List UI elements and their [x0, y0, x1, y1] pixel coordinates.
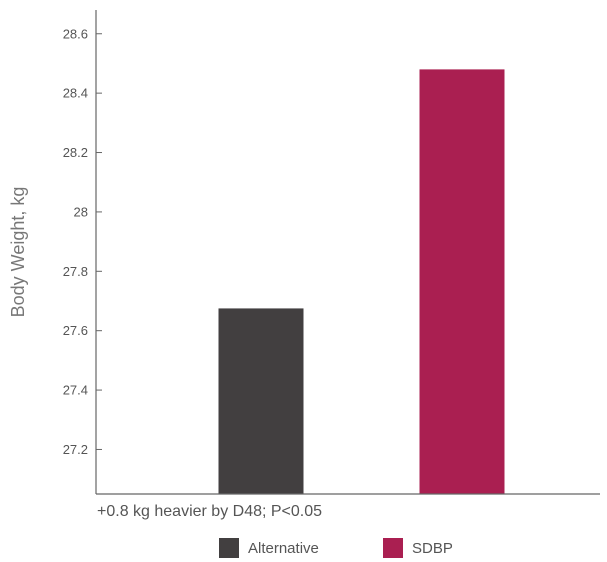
y-tick-label: 28.2	[63, 145, 88, 160]
y-tick-label: 27.4	[63, 383, 88, 398]
chart-annotation: +0.8 kg heavier by D48; P<0.05	[97, 503, 323, 520]
y-axis-title-group: Body Weight, kg	[8, 187, 28, 318]
y-tick-label: 28.4	[63, 86, 88, 101]
y-tick-label: 27.8	[63, 264, 88, 279]
y-tick-label: 27.6	[63, 323, 88, 338]
bars	[218, 69, 505, 494]
y-tick-label: 28	[74, 204, 88, 219]
y-tick-label: 27.2	[63, 442, 88, 457]
legend-item-alternative: Alternative	[219, 538, 319, 558]
legend-swatch-alternative	[219, 538, 239, 558]
legend-label-sdbp: SDBP	[412, 539, 453, 557]
legend-swatch-sdbp	[383, 538, 403, 558]
y-axis-ticks: 28.6 28.4 28.2 28 27.8 27.6 27.4 27.2	[63, 26, 102, 457]
bar-alternative	[218, 308, 304, 494]
y-axis-title: Body Weight, kg	[8, 187, 28, 318]
legend-label-alternative: Alternative	[248, 539, 319, 557]
bar-sdbp	[419, 69, 505, 494]
legend-item-sdbp: SDBP	[383, 538, 453, 558]
y-tick-label: 28.6	[63, 26, 88, 41]
bar-chart: Body Weight, kg 28.6 28.4 28.2 28 27.8 27.6 27…	[8, 10, 600, 495]
legend: Alternative SDBP	[0, 538, 607, 562]
